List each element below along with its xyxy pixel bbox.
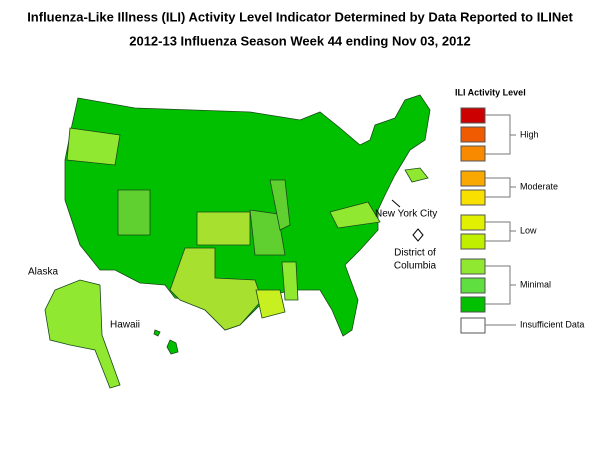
kansas [196, 211, 251, 246]
swatch [460, 233, 486, 250]
legend-label: High [520, 129, 539, 139]
dc-marker [412, 228, 424, 242]
massachusetts [404, 167, 429, 183]
swatch [460, 277, 486, 294]
subtitle: 2012-13 Influenza Season Week 44 ending … [129, 33, 471, 48]
utah [117, 189, 151, 236]
hawaii [166, 339, 179, 355]
alaska-label: Alaska [28, 267, 58, 278]
legend-label: Moderate [520, 181, 558, 191]
dc-label: District of [394, 248, 436, 259]
bracket [485, 265, 516, 305]
hawaii-island [153, 329, 161, 337]
missouri [249, 209, 286, 256]
texas [169, 247, 263, 331]
swatch [460, 214, 486, 231]
hawaii-label: Hawaii [110, 320, 140, 331]
dc-label: Columbia [394, 261, 437, 272]
legend-label: Insufficient Data [520, 319, 584, 329]
legend-label: Low [520, 225, 537, 235]
legend-label: Minimal [520, 279, 551, 289]
louisiana [255, 289, 286, 319]
us-map [44, 94, 431, 389]
title: Influenza-Like Illness (ILI) Activity Le… [27, 9, 573, 24]
swatch [460, 189, 486, 206]
swatch [460, 107, 486, 124]
legend: ILI Activity Level High Moderate Low Min… [455, 87, 584, 334]
bracket [485, 221, 516, 242]
swatch [460, 170, 486, 187]
virginia [329, 201, 381, 229]
alaska [44, 279, 121, 389]
nyc-label: New York City [375, 209, 437, 220]
swatch [460, 317, 486, 334]
swatch [460, 258, 486, 275]
bracket [485, 177, 516, 198]
illinois [269, 179, 291, 231]
legend-title: ILI Activity Level [455, 87, 526, 97]
swatch [460, 296, 486, 313]
swatch [460, 126, 486, 143]
nyc-pointer [391, 199, 401, 208]
swatch [460, 145, 486, 162]
oregon [66, 127, 121, 166]
mississippi [281, 261, 299, 301]
bracket [485, 114, 516, 155]
